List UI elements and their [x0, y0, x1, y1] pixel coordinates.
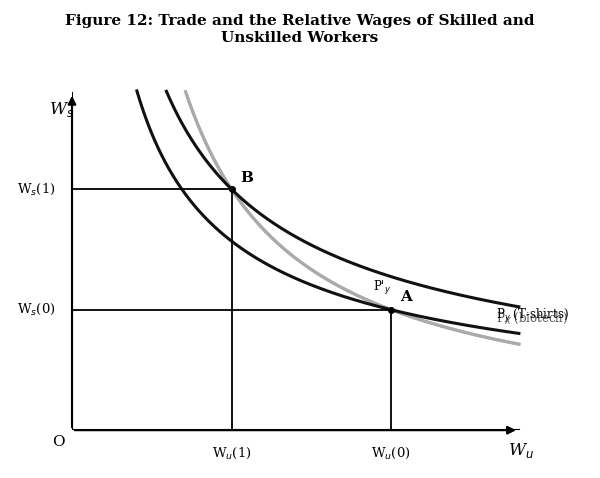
Text: B: B	[241, 172, 254, 185]
Text: W$_u$: W$_u$	[508, 441, 534, 459]
Text: A: A	[400, 290, 412, 304]
Text: P$_y$ (T-shirts): P$_y$ (T-shirts)	[496, 306, 569, 325]
Text: W$_s$(1): W$_s$(1)	[17, 182, 56, 197]
Text: W$_u$(0): W$_u$(0)	[371, 445, 411, 461]
Text: O: O	[52, 435, 65, 449]
Text: W$_s$: W$_s$	[49, 100, 74, 119]
Text: W$_s$(0): W$_s$(0)	[17, 302, 56, 317]
Text: P$_X$ (biotech): P$_X$ (biotech)	[496, 311, 568, 326]
Text: Figure 12: Trade and the Relative Wages of Skilled and
Unskilled Workers: Figure 12: Trade and the Relative Wages …	[65, 14, 535, 44]
Text: W$_u$(1): W$_u$(1)	[212, 445, 251, 461]
Text: P'$_y$: P'$_y$	[373, 280, 391, 297]
